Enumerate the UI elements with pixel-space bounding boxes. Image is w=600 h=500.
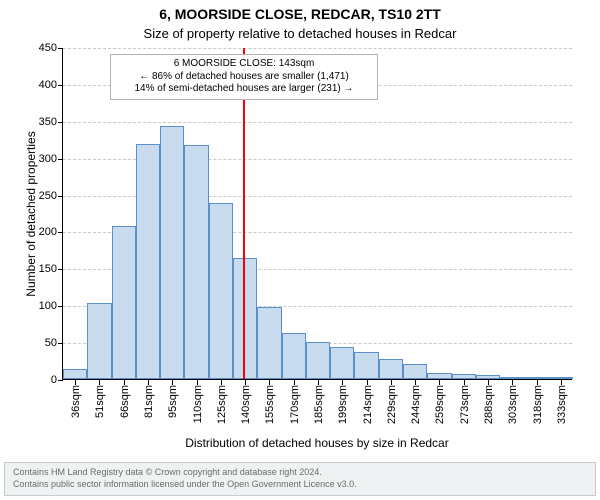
histogram-bar bbox=[306, 342, 330, 379]
histogram-bar bbox=[549, 377, 573, 379]
y-tick-mark bbox=[58, 48, 63, 49]
license-footer: Contains HM Land Registry data © Crown c… bbox=[4, 462, 596, 496]
histogram-bar bbox=[257, 307, 281, 379]
y-tick-mark bbox=[58, 269, 63, 270]
histogram-bar bbox=[476, 375, 500, 379]
y-tick-mark bbox=[58, 232, 63, 233]
y-tick-mark bbox=[58, 85, 63, 86]
x-tick-label: 155sqm bbox=[262, 385, 276, 424]
histogram-bar bbox=[160, 126, 184, 379]
chart-title-main: 6, MOORSIDE CLOSE, REDCAR, TS10 2TT bbox=[0, 6, 600, 22]
histogram-bar bbox=[112, 226, 136, 379]
histogram-bar bbox=[524, 377, 548, 379]
histogram-bar bbox=[233, 258, 257, 379]
grid-line bbox=[63, 122, 572, 123]
y-tick-mark bbox=[58, 380, 63, 381]
x-axis-title: Distribution of detached houses by size … bbox=[62, 436, 572, 450]
histogram-bar bbox=[282, 333, 306, 379]
histogram-bar bbox=[427, 373, 451, 379]
annotation-box: 6 MOORSIDE CLOSE: 143sqm← 86% of detache… bbox=[110, 54, 378, 100]
chart-title-sub: Size of property relative to detached ho… bbox=[0, 26, 600, 41]
y-tick-mark bbox=[58, 122, 63, 123]
x-tick-label: 273sqm bbox=[457, 385, 471, 424]
x-tick-label: 51sqm bbox=[92, 385, 106, 418]
x-tick-label: 125sqm bbox=[214, 385, 228, 424]
x-tick-label: 140sqm bbox=[238, 385, 252, 424]
histogram-bar bbox=[354, 352, 378, 379]
histogram-bar bbox=[63, 369, 87, 379]
histogram-bar bbox=[184, 145, 208, 379]
x-tick-label: 110sqm bbox=[190, 385, 204, 423]
y-axis-title: Number of detached properties bbox=[24, 48, 38, 380]
x-tick-label: 259sqm bbox=[432, 385, 446, 424]
y-tick-mark bbox=[58, 306, 63, 307]
x-tick-label: 185sqm bbox=[311, 385, 325, 424]
y-tick-mark bbox=[58, 159, 63, 160]
x-tick-label: 95sqm bbox=[165, 385, 179, 418]
footer-line-1: Contains HM Land Registry data © Crown c… bbox=[13, 467, 587, 479]
x-tick-label: 303sqm bbox=[505, 385, 519, 424]
annotation-line: 6 MOORSIDE CLOSE: 143sqm bbox=[117, 58, 371, 71]
x-tick-label: 333sqm bbox=[554, 385, 568, 424]
histogram-bar bbox=[452, 374, 476, 379]
x-tick-label: 170sqm bbox=[287, 385, 301, 424]
grid-line bbox=[63, 48, 572, 49]
y-tick-mark bbox=[58, 196, 63, 197]
x-tick-label: 66sqm bbox=[117, 385, 131, 418]
x-tick-label: 214sqm bbox=[360, 385, 374, 424]
histogram-bar bbox=[209, 203, 233, 379]
histogram-bar bbox=[330, 347, 354, 379]
x-tick-label: 81sqm bbox=[141, 385, 155, 418]
x-tick-label: 199sqm bbox=[335, 385, 349, 424]
property-size-histogram: 6, MOORSIDE CLOSE, REDCAR, TS10 2TT Size… bbox=[0, 0, 600, 500]
histogram-bar bbox=[379, 359, 403, 379]
x-tick-label: 318sqm bbox=[530, 385, 544, 424]
x-tick-label: 36sqm bbox=[68, 385, 82, 418]
histogram-bar bbox=[136, 144, 160, 379]
x-tick-label: 229sqm bbox=[384, 385, 398, 424]
histogram-bar bbox=[87, 303, 111, 379]
footer-line-2: Contains public sector information licen… bbox=[13, 479, 587, 491]
x-tick-label: 288sqm bbox=[481, 385, 495, 424]
x-tick-label: 244sqm bbox=[408, 385, 422, 424]
annotation-line: ← 86% of detached houses are smaller (1,… bbox=[117, 71, 371, 84]
annotation-line: 14% of semi-detached houses are larger (… bbox=[117, 83, 371, 96]
histogram-bar bbox=[403, 364, 427, 379]
histogram-bar bbox=[500, 377, 524, 379]
y-tick-mark bbox=[58, 343, 63, 344]
